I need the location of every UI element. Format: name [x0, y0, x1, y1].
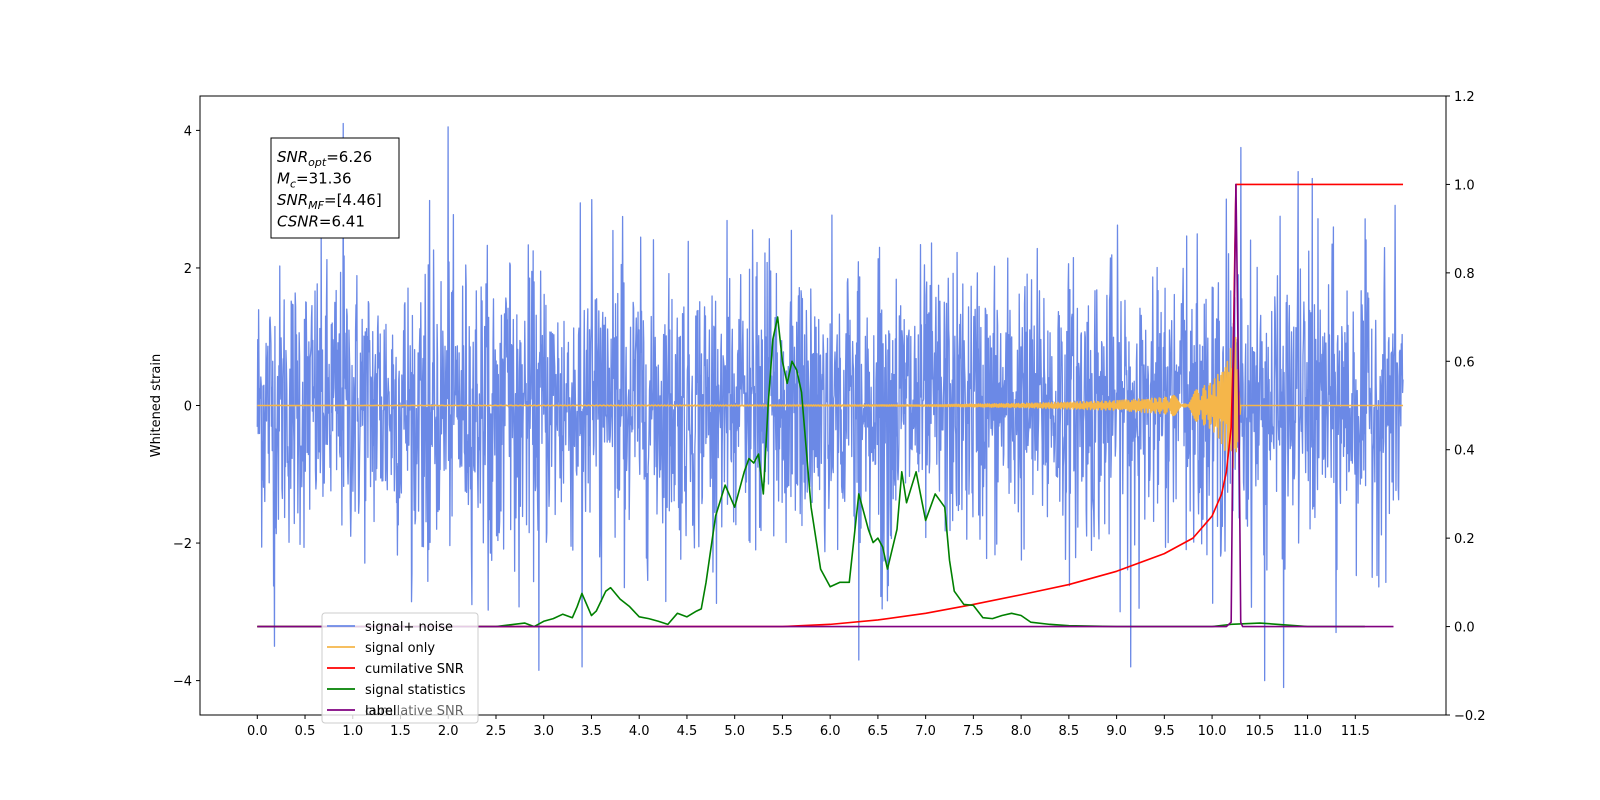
y2-tick-label: 1.0: [1454, 178, 1475, 193]
y2-tick-label: 0.8: [1454, 267, 1475, 282]
y2-tick-label: 0.6: [1454, 355, 1475, 370]
y2-tick-label: 0.0: [1454, 621, 1475, 636]
x-tick-label: 1.5: [390, 724, 411, 739]
series-line-1: [257, 336, 1404, 469]
series-line-4: [257, 183, 1394, 628]
y-tick-label: 2: [184, 262, 192, 277]
y2-tick-label: 0.4: [1454, 444, 1475, 459]
annotation-value: =[4.46]: [324, 191, 382, 209]
annotation-value: =6.41: [319, 213, 365, 231]
annotation-box: SNRopt=6.26 Mc=31.36 SNRMF=[4.46] CSNR=6.41: [270, 137, 400, 239]
x-tick-label: 2.5: [486, 724, 507, 739]
series-line-3: [257, 316, 1365, 628]
x-tick-label: 10.5: [1245, 724, 1274, 739]
legend-frame: [321, 612, 479, 724]
y-tick-label: 0: [184, 400, 192, 415]
y-axis-right: 1.2 1.0 0.8 0.6 0.4 0.2 0.0 −0.2: [1446, 90, 1486, 724]
y-tick-label: −2: [173, 537, 192, 552]
y-tick-label: 4: [184, 124, 192, 139]
y-axis-label: Whitened strain: [149, 354, 164, 457]
x-tick-label: 11.0: [1293, 724, 1322, 739]
legend-label: signal+ noise: [365, 620, 453, 635]
y2-tick-label: 0.2: [1454, 532, 1475, 547]
x-tick-label: 4.5: [677, 724, 698, 739]
x-tick-label: 11.5: [1341, 724, 1370, 739]
x-tick-label: 0.5: [295, 724, 316, 739]
annotation-text: SNRopt=6.26 Mc=31.36 SNRMF=[4.46] CSNR=6.41: [277, 148, 382, 231]
annotation-value: =6.26: [326, 148, 372, 166]
series-line-0: [256, 122, 1404, 689]
x-tick-label: 6.0: [820, 724, 841, 739]
y2-tick-label: −0.2: [1454, 709, 1486, 724]
annotation-frame: [270, 137, 400, 239]
x-tick-label: 8.5: [1059, 724, 1080, 739]
y-axis-left: 4 2 0 −2 −4: [173, 124, 200, 690]
x-tick-label: 10.0: [1198, 724, 1227, 739]
x-tick-label: 9.0: [1106, 724, 1127, 739]
x-tick-label: 3.5: [581, 724, 602, 739]
annotation-subscript: opt: [308, 156, 327, 169]
annotation-symbol: SNR: [277, 191, 308, 209]
annotation-symbol: CSNR: [277, 213, 319, 231]
annotation-symbol: M: [277, 170, 290, 188]
legend-label: cumilative SNR: [365, 662, 464, 677]
x-tick-label: 7.0: [915, 724, 936, 739]
x-tick-label: 5.5: [772, 724, 793, 739]
x-axis: 0.0 0.5 1.0 1.5 2.0 2.5 3.0 3.5 4.0 4.5 5.0 5.5 6.0 6…: [247, 715, 1370, 739]
y-tick-label: −4: [173, 675, 192, 690]
series-layer: [256, 122, 1404, 689]
annotation-symbol: SNR: [277, 148, 308, 166]
annotation-subscript: MF: [308, 199, 324, 212]
annotation-value: =31.36: [296, 170, 352, 188]
x-tick-label: 6.5: [868, 724, 889, 739]
x-tick-label: 1.0: [342, 724, 363, 739]
x-tick-label: 4.0: [629, 724, 650, 739]
legend-overlapped-label: cumilative SNR: [365, 704, 464, 719]
x-tick-label: 5.0: [724, 724, 745, 739]
legend-label: signal only: [365, 641, 435, 656]
legend: signal+ noise signal only cumilative SNR si…: [321, 612, 479, 724]
y2-tick-label: 1.2: [1454, 90, 1475, 105]
x-tick-label: 7.5: [963, 724, 984, 739]
series-line-2: [257, 183, 1404, 628]
x-tick-label: 9.5: [1154, 724, 1175, 739]
legend-label: label: [365, 704, 396, 719]
legend-label: signal statistics: [365, 683, 466, 698]
x-tick-label: 8.0: [1011, 724, 1032, 739]
annotation-subscript: c: [290, 178, 296, 191]
x-tick-label: 0.0: [247, 724, 268, 739]
x-tick-label: 3.0: [533, 724, 554, 739]
x-tick-label: 2.0: [438, 724, 459, 739]
